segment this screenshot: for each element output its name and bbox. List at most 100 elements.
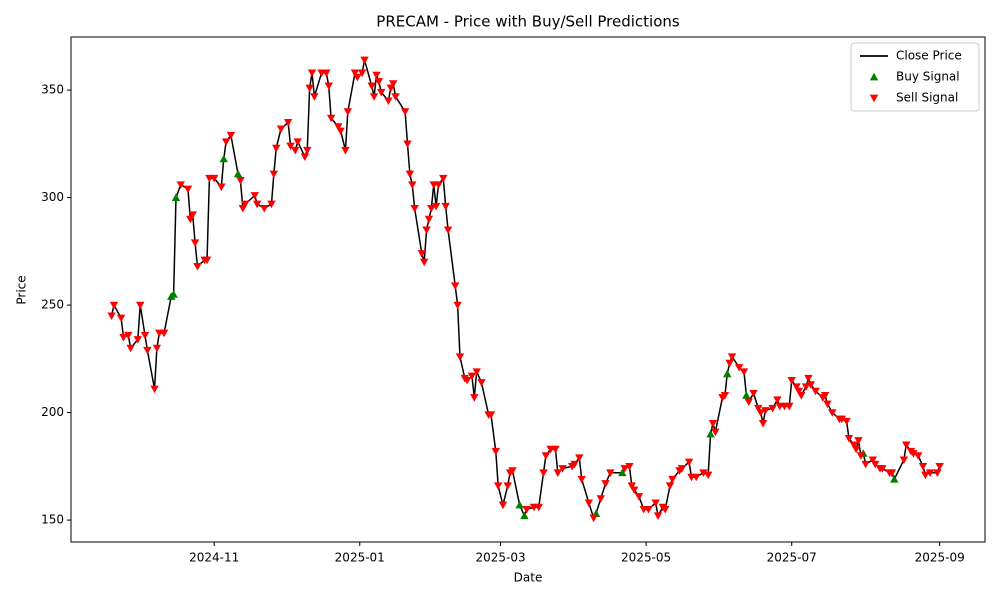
sell-marker bbox=[727, 353, 737, 361]
sell-marker bbox=[422, 226, 431, 235]
sell-marker bbox=[353, 73, 362, 82]
sell-marker bbox=[620, 465, 629, 473]
sell-marker bbox=[424, 215, 434, 224]
sell-marker bbox=[491, 447, 500, 456]
buy-marker bbox=[219, 154, 228, 163]
sell-marker bbox=[734, 364, 744, 372]
sell-marker bbox=[267, 200, 276, 209]
buy-marker bbox=[169, 290, 178, 298]
sell-marker bbox=[792, 383, 801, 391]
sell-marker bbox=[405, 170, 415, 179]
sell-marker bbox=[684, 458, 694, 467]
y-tick-label: 350 bbox=[41, 83, 64, 97]
sell-marker bbox=[878, 465, 887, 473]
sell-marker bbox=[303, 146, 312, 155]
y-axis-label: Price bbox=[15, 275, 29, 304]
sell-marker bbox=[823, 400, 832, 409]
sell-marker bbox=[899, 456, 909, 465]
sell-marker bbox=[334, 123, 343, 131]
sell-marker bbox=[343, 108, 353, 116]
sell-marker bbox=[372, 71, 381, 80]
sell-marker bbox=[293, 138, 302, 146]
sell-marker bbox=[431, 202, 441, 211]
sell-marker bbox=[887, 469, 897, 477]
sell-marker bbox=[921, 471, 930, 480]
sell-marker bbox=[119, 333, 128, 342]
sell-marker bbox=[190, 239, 200, 247]
sell-marker bbox=[434, 181, 443, 189]
sell-marker bbox=[794, 387, 804, 396]
sell-marker bbox=[126, 344, 135, 353]
sell-marker bbox=[140, 331, 150, 340]
legend-label: Close Price bbox=[896, 49, 962, 63]
sell-marker bbox=[837, 415, 847, 424]
plot-frame bbox=[70, 36, 986, 543]
sell-marker bbox=[472, 368, 481, 376]
x-tick-label: 2025-09 bbox=[915, 551, 965, 565]
sell-marker bbox=[377, 88, 386, 97]
sell-marker bbox=[661, 505, 670, 514]
sell-marker bbox=[627, 482, 637, 490]
sell-marker bbox=[176, 181, 185, 189]
sell-marker bbox=[503, 482, 512, 490]
sell-marker bbox=[651, 499, 660, 508]
sell-marker bbox=[909, 450, 918, 458]
sell-marker bbox=[558, 465, 567, 473]
sell-marker bbox=[653, 512, 663, 520]
x-tick-label: 2024-11 bbox=[189, 551, 239, 565]
sell-marker bbox=[854, 437, 863, 445]
sell-marker bbox=[408, 181, 417, 189]
sell-marker bbox=[534, 503, 543, 512]
sell-marker bbox=[677, 465, 687, 473]
sell-marker bbox=[634, 493, 644, 501]
sell-marker bbox=[443, 226, 453, 235]
sell-marker bbox=[644, 505, 653, 514]
buy-marker bbox=[706, 429, 715, 438]
sell-marker bbox=[703, 471, 713, 480]
sell-marker bbox=[589, 514, 598, 523]
sell-marker bbox=[768, 404, 777, 413]
y-tick-label: 200 bbox=[41, 405, 64, 419]
sell-marker bbox=[913, 452, 923, 460]
sell-marker bbox=[417, 250, 427, 258]
sell-marker bbox=[241, 200, 250, 209]
sell-marker bbox=[601, 480, 610, 488]
sell-marker bbox=[322, 69, 331, 78]
sell-marker bbox=[787, 376, 796, 385]
sell-marker bbox=[357, 69, 367, 78]
sell-marker bbox=[820, 392, 830, 400]
sell-marker bbox=[596, 495, 605, 503]
sell-marker bbox=[668, 475, 677, 484]
sell-marker bbox=[453, 301, 462, 310]
y-tick-label: 150 bbox=[41, 513, 64, 527]
sell-marker bbox=[868, 456, 878, 465]
sell-marker bbox=[133, 336, 143, 344]
sell-marker bbox=[508, 467, 517, 475]
x-tick-label: 2025-05 bbox=[621, 551, 671, 565]
chart-title: PRECAM - Price with Buy/Sell Predictions bbox=[376, 13, 680, 31]
sell-marker bbox=[761, 407, 770, 415]
sell-marker bbox=[403, 140, 412, 149]
sell-marker bbox=[217, 183, 226, 192]
sell-marker bbox=[439, 174, 448, 183]
sell-marker bbox=[749, 389, 758, 398]
sell-marker bbox=[918, 462, 928, 471]
sell-marker bbox=[842, 417, 851, 426]
sell-marker bbox=[553, 469, 563, 477]
sell-marker bbox=[584, 499, 594, 508]
x-axis-label: Date bbox=[514, 571, 543, 585]
sell-marker bbox=[109, 301, 119, 310]
buy-marker bbox=[723, 369, 732, 378]
sell-marker bbox=[143, 346, 152, 355]
sell-marker bbox=[124, 331, 133, 340]
buy-marker bbox=[742, 391, 751, 399]
sell-marker bbox=[286, 142, 295, 151]
y-tick-label: 300 bbox=[41, 190, 64, 204]
sell-marker bbox=[291, 146, 300, 155]
sell-marker bbox=[477, 379, 486, 387]
legend-marker bbox=[869, 72, 879, 81]
sell-marker bbox=[269, 170, 279, 179]
sell-marker bbox=[136, 301, 145, 310]
